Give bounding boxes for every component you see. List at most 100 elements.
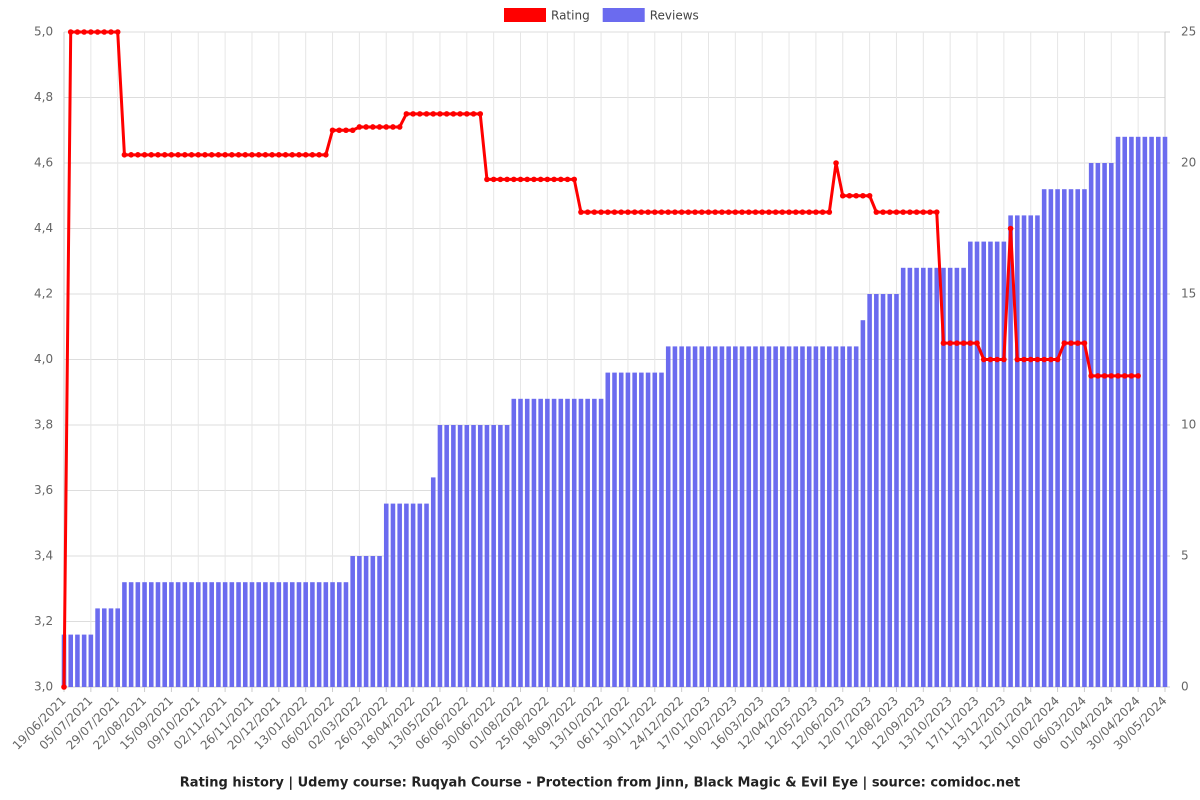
bar xyxy=(551,398,557,687)
point-marker xyxy=(464,111,470,117)
bar xyxy=(404,503,409,687)
bar xyxy=(504,425,510,687)
bar xyxy=(1115,136,1121,688)
point-marker xyxy=(645,209,651,215)
point-marker xyxy=(598,209,604,215)
point-marker xyxy=(531,176,537,183)
point-marker xyxy=(1121,373,1128,379)
bar xyxy=(216,582,221,687)
bar xyxy=(182,582,188,687)
point-marker xyxy=(913,209,920,215)
bar xyxy=(934,267,940,687)
bar xyxy=(961,267,966,687)
bar xyxy=(195,582,201,687)
bar xyxy=(155,582,161,687)
bar xyxy=(81,634,87,687)
point-marker xyxy=(933,209,940,215)
bar xyxy=(786,346,792,687)
point-marker xyxy=(343,127,349,134)
point-marker xyxy=(974,340,980,346)
bar xyxy=(1028,215,1034,687)
bar xyxy=(766,346,772,687)
bar xyxy=(813,346,819,687)
bar xyxy=(833,346,839,687)
point-marker xyxy=(813,209,819,215)
bar xyxy=(256,582,261,687)
point-marker xyxy=(799,209,806,215)
point-marker xyxy=(1068,340,1074,346)
bar xyxy=(974,241,980,687)
point-marker xyxy=(182,152,188,158)
point-marker xyxy=(262,152,269,158)
point-marker xyxy=(705,209,712,215)
y2-tick-label: 25 xyxy=(1181,25,1196,39)
point-marker xyxy=(672,209,678,215)
point-marker xyxy=(779,209,786,215)
bar xyxy=(538,398,543,687)
point-marker xyxy=(349,127,356,134)
bar xyxy=(330,582,335,687)
point-marker xyxy=(692,209,698,215)
bar xyxy=(639,372,644,687)
bar xyxy=(310,582,315,687)
point-marker xyxy=(1115,373,1121,379)
bar xyxy=(1068,189,1074,687)
point-marker xyxy=(792,209,799,215)
point-marker xyxy=(920,209,927,215)
bar xyxy=(1075,189,1081,687)
point-marker xyxy=(430,111,437,117)
point-marker xyxy=(175,152,181,158)
bar xyxy=(1109,163,1114,687)
bar xyxy=(115,608,120,687)
bar xyxy=(605,372,611,687)
bar xyxy=(464,425,470,687)
y-tick-label: 3,6 xyxy=(34,483,53,497)
point-marker xyxy=(524,176,531,183)
point-marker xyxy=(544,176,551,183)
bar xyxy=(900,267,906,687)
bar xyxy=(692,346,698,687)
point-marker xyxy=(229,152,235,158)
bar xyxy=(390,503,396,687)
point-marker xyxy=(1095,373,1101,379)
point-marker xyxy=(712,209,719,215)
point-marker xyxy=(114,29,121,35)
bar xyxy=(659,372,664,687)
point-marker xyxy=(141,152,148,158)
bar xyxy=(860,320,866,687)
point-marker xyxy=(900,209,906,215)
bar xyxy=(383,503,389,687)
point-marker xyxy=(61,684,67,690)
point-marker xyxy=(1048,356,1054,363)
bar xyxy=(746,346,752,687)
bar xyxy=(209,582,214,687)
point-marker xyxy=(752,209,759,215)
point-marker xyxy=(517,176,524,183)
point-marker xyxy=(678,209,685,215)
bar xyxy=(524,398,530,687)
point-marker xyxy=(135,152,141,158)
bar xyxy=(189,582,194,687)
bar xyxy=(336,582,342,687)
point-marker xyxy=(296,152,302,158)
bar xyxy=(907,267,913,687)
bar xyxy=(457,425,463,687)
point-marker xyxy=(1074,340,1081,346)
bar xyxy=(108,608,114,687)
bar xyxy=(162,582,167,687)
point-marker xyxy=(396,124,403,130)
bar xyxy=(451,425,456,687)
bar xyxy=(444,425,449,687)
bar xyxy=(699,346,705,687)
point-marker xyxy=(376,124,383,130)
bar xyxy=(175,582,181,687)
point-marker xyxy=(806,209,812,215)
bar xyxy=(867,294,872,687)
bar xyxy=(323,582,329,687)
bar xyxy=(236,582,241,687)
bar xyxy=(840,346,846,687)
bar xyxy=(122,582,127,687)
point-marker xyxy=(980,356,987,363)
point-marker xyxy=(289,152,296,158)
point-marker xyxy=(745,209,752,215)
